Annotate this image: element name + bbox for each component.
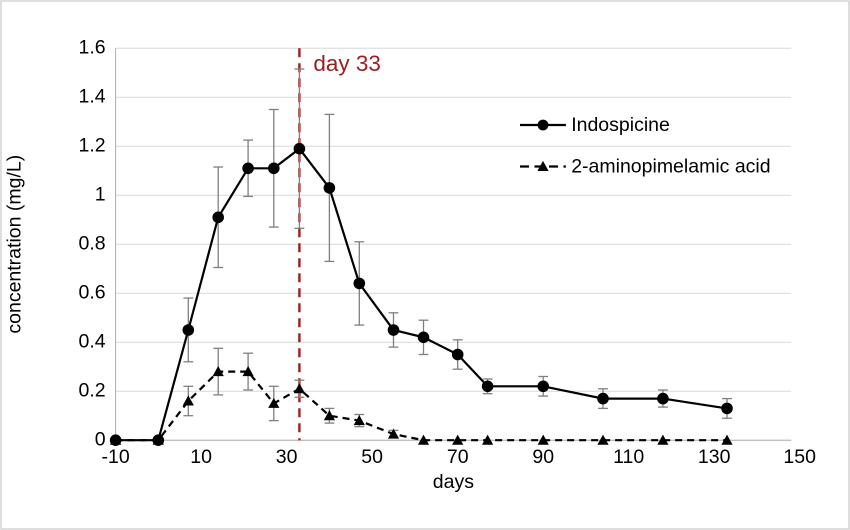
svg-text:days: days — [433, 471, 474, 493]
svg-text:110: 110 — [613, 446, 644, 468]
svg-text:0.4: 0.4 — [78, 331, 105, 353]
svg-text:50: 50 — [361, 446, 383, 468]
svg-text:0.6: 0.6 — [78, 282, 105, 304]
svg-text:130: 130 — [698, 446, 731, 468]
svg-text:90: 90 — [532, 446, 554, 468]
svg-text:Indospicine: Indospicine — [571, 114, 670, 136]
svg-text:day 33: day 33 — [313, 51, 381, 76]
svg-text:10: 10 — [190, 446, 212, 468]
svg-text:1: 1 — [95, 184, 106, 206]
svg-text:-10: -10 — [102, 446, 130, 468]
svg-text:1.6: 1.6 — [78, 37, 105, 59]
svg-text:0.2: 0.2 — [78, 380, 105, 402]
svg-text:concentration (mg/L): concentration (mg/L) — [4, 155, 26, 334]
svg-text:1.4: 1.4 — [78, 86, 105, 108]
svg-text:2-aminopimelamic acid: 2-aminopimelamic acid — [571, 156, 770, 178]
svg-text:70: 70 — [447, 446, 469, 468]
svg-text:30: 30 — [276, 446, 298, 468]
svg-text:0.8: 0.8 — [78, 233, 105, 255]
svg-text:1.2: 1.2 — [78, 135, 105, 157]
svg-text:150: 150 — [783, 446, 816, 468]
